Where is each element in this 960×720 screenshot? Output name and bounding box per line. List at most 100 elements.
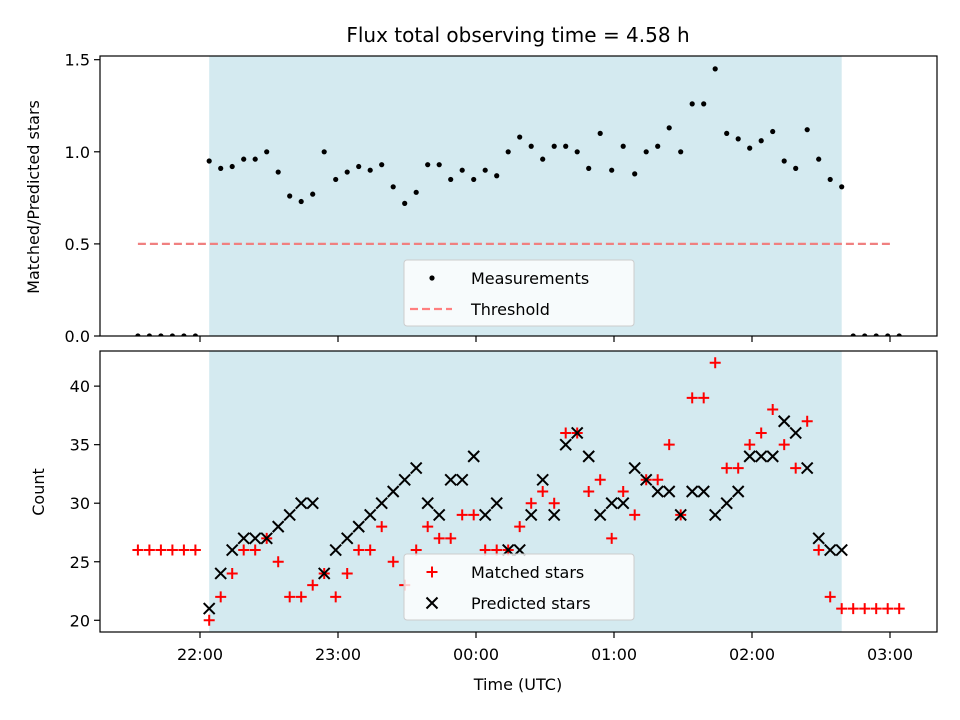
predicted-star-point [363,508,377,522]
measurement-point [678,149,684,155]
predicted-star-point [823,543,837,557]
legend-label: Threshold [470,300,550,319]
predicted-star-point [570,426,584,440]
predicted-star-point [720,497,733,510]
measurement-point [586,165,592,171]
predicted-star-point [409,461,423,475]
predicted-star-point [639,473,653,486]
measurement-point [666,125,672,131]
predicted-star-point [271,520,285,533]
matched-star-point [663,439,675,451]
measurement-point [597,130,603,136]
measurement-point [574,149,580,155]
matched-star-point [583,486,595,497]
measurement-point [563,143,569,149]
predicted-star-point [317,567,331,580]
matched-star-point [272,556,284,568]
matched-star-point [836,603,848,615]
predicted-star-point [237,532,250,545]
measurement-point [494,173,500,179]
plot-frame [99,55,938,337]
plot-frame [99,350,938,633]
measurement-point [229,163,235,170]
measurement-point [333,176,339,183]
x-tick-label: 01:00 [591,645,637,664]
matched-star-point [790,462,802,474]
matched-star-point [824,591,836,603]
matched-star-point [166,544,178,556]
matched-star-point [249,544,261,556]
measurement-point [712,66,718,72]
measurement-point [158,333,164,336]
matched-star-point [652,474,664,486]
measurement-point [402,200,408,206]
measurement-point [218,165,224,171]
y-tick-label: 0.5 [65,235,90,254]
matched-star-point [686,392,698,404]
measurement-point [448,176,454,183]
predicted-star-point [352,520,365,533]
matched-star-point [364,544,376,556]
chart-title: Flux total observing time = 4.58 h [346,23,689,47]
matched-star-point [893,603,905,615]
predicted-star-point [455,473,469,486]
legend: Measurements Threshold [403,259,635,327]
measurement-point [413,189,419,195]
matched-star-point [189,544,201,556]
predicted-star-point [214,567,227,580]
predicted-star-point [306,497,319,510]
predicted-star-point [812,532,825,545]
matched-star-point [514,521,526,533]
measurement-point [241,156,247,162]
measurement-point [816,156,822,162]
matched-star-point [767,404,779,416]
measurement-point [885,333,891,336]
measurement-point [655,143,661,149]
measurement-point [192,333,198,336]
legend: Matched stars Predicted stars [403,553,635,621]
matched-star-point [203,614,215,626]
measurement-point [287,193,293,199]
y-tick-label: 35 [70,436,90,455]
matched-star-point [445,532,457,544]
legend-box [403,259,635,327]
measurement-point [146,333,152,336]
measurement-point [390,184,396,190]
matched-star-point [606,532,618,544]
measurement-point [425,162,431,168]
measurement-point [643,149,649,155]
measurement-point [735,136,741,142]
matched-star-point [376,521,388,533]
measurement-point [298,198,304,205]
legend-plus-marker [426,566,438,578]
matched-star-point [178,544,190,556]
measurement-point [827,176,833,183]
predicted-star-point [524,508,538,522]
predicted-star-point [662,485,676,498]
predicted-star-point [800,461,814,475]
measurement-point [321,149,327,155]
measurement-point [310,191,316,197]
predicted-star-point [708,508,722,522]
matched-star-point [548,497,560,509]
matched-star-point [560,427,572,439]
measurement-point [747,145,753,151]
matched-star-point [537,486,549,497]
legend-x-marker [425,596,439,610]
predicted-star-point [754,450,768,463]
matched-star-point [629,509,641,521]
measurement-point [459,167,465,173]
measurement-point [632,171,638,177]
x-tick-label: 22:00 [177,645,223,664]
measurement-point [264,149,270,155]
measurement-point [528,143,534,149]
predicted-star-point [651,485,664,498]
matched-star-point [422,521,434,533]
predicted-star-point [490,497,503,510]
matched-star-point [721,462,733,474]
measurement-point [873,333,879,336]
matched-star-point [341,567,353,579]
matched-star-point [215,591,227,603]
matched-star-point [525,497,537,509]
predicted-star-point [478,508,492,522]
